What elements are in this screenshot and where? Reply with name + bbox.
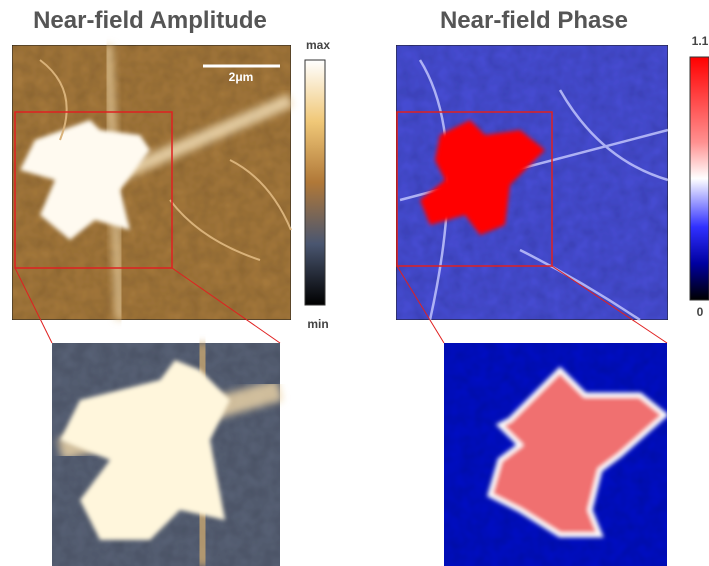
- colorbar-max-label: 1.1: [692, 34, 709, 48]
- panel-title: Near-field Phase: [440, 7, 628, 34]
- panel-title: Near-field Amplitude: [33, 7, 267, 34]
- phase-zoom-image: [444, 343, 667, 566]
- amplitude-image: 2μm: [12, 45, 291, 320]
- colorbar-min-label: 0: [697, 305, 704, 319]
- colorbar-min-label: min: [307, 317, 328, 331]
- figure: Near-field Amplitude Near-field Phase 2μ…: [0, 0, 709, 566]
- colorbar: [690, 57, 709, 300]
- colorbar: [305, 60, 325, 305]
- phase-image: [396, 45, 668, 320]
- amplitude-zoom-image: [52, 343, 280, 566]
- colorbar-max-label: max: [306, 38, 330, 52]
- scale-bar-label: 2μm: [229, 70, 254, 84]
